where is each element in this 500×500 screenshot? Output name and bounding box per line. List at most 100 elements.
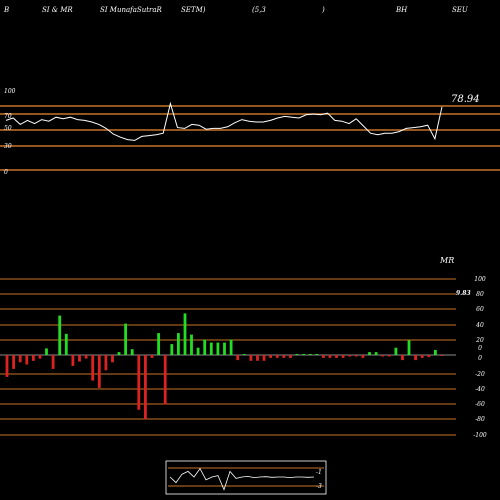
mrsi-bar	[130, 349, 134, 355]
mrsi-last-value: 9.83	[456, 290, 471, 297]
mrsi-bar	[282, 355, 286, 358]
mrsi-bar	[420, 355, 424, 358]
mrsi-bar	[124, 323, 127, 355]
mrsi-bar	[32, 355, 35, 361]
header-item: SEU	[452, 6, 469, 14]
mrsi-bar	[387, 355, 391, 357]
mrsi-bar	[242, 354, 246, 355]
mrsi-bar	[295, 354, 299, 355]
mrsi-bar	[236, 355, 240, 361]
rsi-level-lines	[0, 105, 500, 171]
chart-header: B SI & MR SI MunafaSutraR SETM) (5,3 ) B…	[3, 6, 469, 14]
mrsi-bar	[18, 355, 22, 363]
mrsi-bar	[170, 344, 174, 355]
mrsi-bar	[84, 355, 88, 359]
mrsi-bar	[315, 354, 319, 355]
rsi-last-value: 78.94	[451, 94, 480, 105]
mrsi-bar	[117, 352, 121, 355]
mrsi-title: MR	[439, 256, 454, 265]
mrsi-bar	[368, 352, 371, 355]
mrsi-tick-label: 100	[474, 276, 486, 283]
mrsi-bar	[269, 355, 272, 358]
mrsi-bar	[289, 355, 292, 358]
mrsi-bar	[190, 334, 193, 355]
mrsi-tick-label: -80	[475, 416, 485, 423]
mrsi-bar	[256, 355, 259, 361]
mrsi-tick-label: 20	[475, 337, 484, 344]
mrsi-bar	[45, 348, 48, 355]
mrsi-bar	[440, 355, 444, 356]
mrsi-bars	[5, 313, 444, 420]
mrsi-bar	[144, 355, 147, 420]
rsi-panel: 100 70 50 30 0 78.94	[0, 88, 500, 176]
mrsi-tick-label: 40	[475, 322, 484, 329]
mrsi-bar	[262, 355, 266, 361]
mrsi-bar	[209, 342, 213, 355]
mrsi-bar	[203, 339, 207, 355]
mrsi-bar	[354, 355, 358, 357]
mrsi-tick-label: 80	[476, 291, 484, 298]
mrsi-bar	[51, 355, 55, 369]
mini-panel: -1 -3	[165, 460, 327, 495]
header-item: BH	[395, 6, 408, 14]
mrsi-tick-label: 60	[476, 306, 484, 313]
header-item: )	[321, 6, 325, 14]
mrsi-bar	[38, 355, 42, 359]
header-item: SETM)	[181, 6, 206, 14]
mrsi-tick-label: 0	[478, 345, 482, 352]
mrsi-bar	[427, 355, 431, 358]
mrsi-bar	[249, 355, 253, 361]
mrsi-grid-lines	[0, 278, 456, 436]
mrsi-bar	[78, 355, 81, 362]
mrsi-bar	[308, 354, 312, 355]
mini-series-line	[169, 467, 315, 491]
mrsi-tick-label: -100	[473, 432, 487, 439]
mrsi-bar	[137, 355, 141, 410]
mrsi-bar	[150, 355, 154, 358]
rsi-tick-label: 50	[4, 125, 12, 132]
rsi-tick-label: 70	[4, 113, 12, 120]
mini-frame	[165, 460, 327, 495]
mrsi-bar	[401, 355, 404, 361]
mrsi-bar	[341, 355, 345, 358]
rsi-tick-label: 30	[4, 143, 12, 150]
mrsi-bar	[91, 355, 95, 381]
mrsi-bar	[5, 355, 9, 377]
mrsi-bar	[177, 333, 180, 355]
mrsi-bar	[348, 355, 352, 357]
mrsi-bar	[163, 355, 167, 405]
mrsi-bar	[335, 355, 338, 358]
mini-tick-label: -3	[316, 483, 322, 490]
mrsi-bar	[275, 355, 279, 358]
mrsi-bar	[381, 355, 385, 357]
header-item: SI MunafaSutraR	[100, 6, 163, 14]
mrsi-bar	[434, 349, 437, 355]
rsi-tick-label: 0	[4, 169, 8, 176]
mrsi-bar	[97, 355, 101, 388]
rsi-tick-labels: 100 70 50 30 0	[4, 88, 16, 176]
mrsi-bar	[104, 355, 108, 371]
rsi-series-line	[5, 101, 443, 141]
mrsi-bar	[216, 342, 220, 355]
mrsi-bar	[58, 315, 62, 355]
header-item: B	[3, 6, 9, 14]
mrsi-bar	[361, 355, 365, 358]
mrsi-bar	[322, 355, 325, 358]
mrsi-bar	[71, 355, 75, 366]
mrsi-tick-label: -60	[475, 401, 485, 408]
mrsi-tick-label: 0	[478, 355, 482, 362]
mrsi-bar	[196, 347, 200, 355]
mrsi-bar	[223, 342, 226, 355]
mrsi-tick-label: -20	[475, 371, 485, 378]
mrsi-bar	[407, 340, 411, 355]
header-item: (5,3	[252, 6, 266, 14]
mrsi-bar	[12, 355, 15, 369]
rsi-tick-label: 100	[4, 88, 16, 95]
mrsi-bar	[328, 355, 332, 358]
mrsi-bar	[25, 355, 29, 365]
mini-tick-label: -1	[316, 469, 322, 476]
mrsi-bar	[414, 355, 417, 361]
